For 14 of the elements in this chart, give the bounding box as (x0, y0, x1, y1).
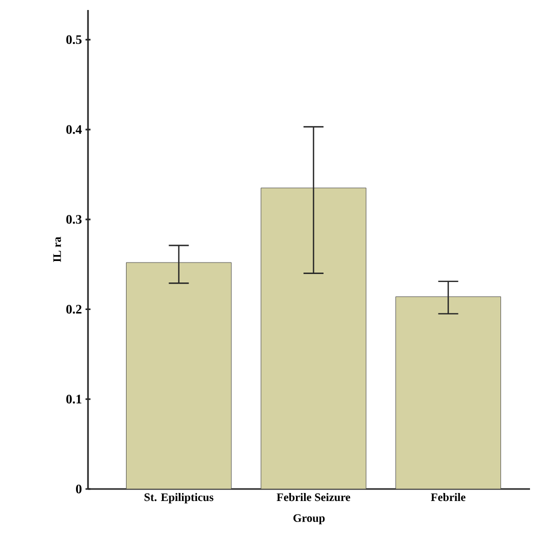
x-tick-label: Febrile (430, 493, 466, 502)
bar (260, 188, 366, 489)
y-tick-label: 0.5 (66, 35, 82, 44)
y-tick-label: 0.2 (66, 304, 82, 314)
y-tick-label: 0.1 (66, 394, 82, 404)
bar (126, 262, 232, 489)
y-tick-label: 0 (76, 484, 82, 494)
bar (395, 296, 502, 489)
y-tick-label: 0.3 (66, 214, 82, 224)
x-tick-label: St. Epilipticus (144, 493, 214, 504)
y-tick-label: 0.4 (66, 125, 82, 134)
x-axis-title: Group (293, 514, 325, 524)
x-tick-label: Febrile Seizure (276, 493, 350, 502)
y-axis-title: IL ra (53, 236, 61, 262)
